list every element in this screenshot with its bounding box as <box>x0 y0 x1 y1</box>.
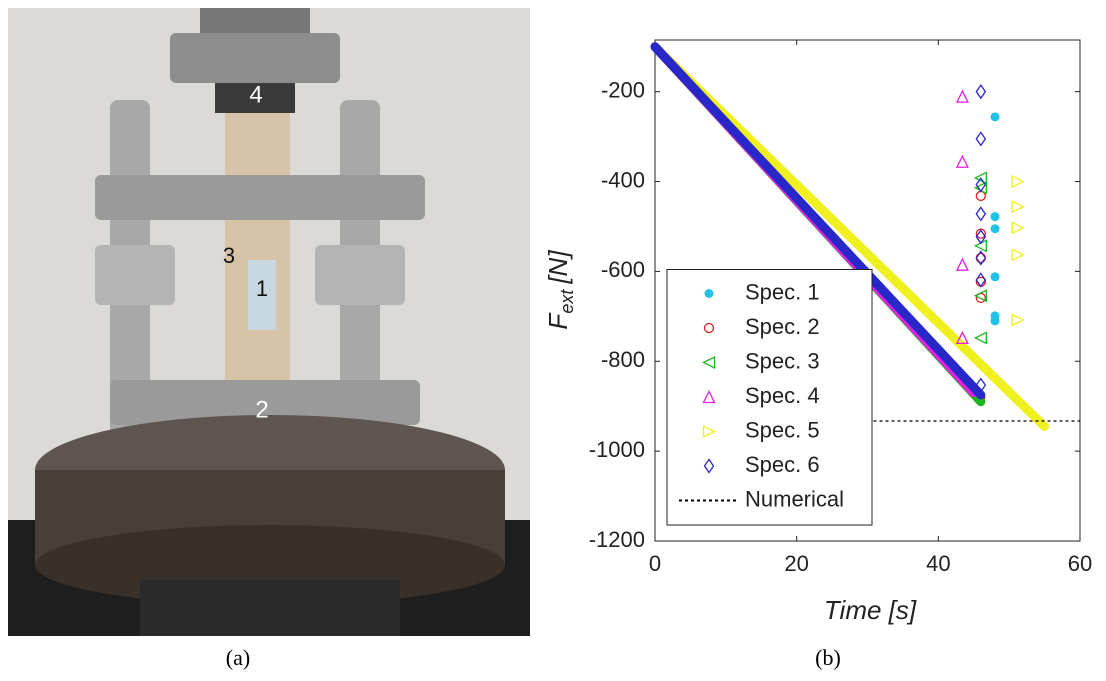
marker <box>955 154 969 168</box>
marker <box>990 212 1000 222</box>
marker <box>1011 248 1025 262</box>
y-axis-label-main: F <box>543 312 573 330</box>
caption: (b) <box>815 645 841 670</box>
legend-swatch <box>702 355 716 370</box>
marker <box>975 272 987 288</box>
y-tick-label: -1000 <box>589 437 645 462</box>
marker <box>973 171 987 185</box>
marker <box>955 257 969 271</box>
photo-label: 3 <box>223 243 235 268</box>
marker <box>990 316 1000 326</box>
x-tick-label: 40 <box>926 551 950 576</box>
marker <box>975 177 987 193</box>
x-axis-label: Time [s] <box>824 595 917 625</box>
marker <box>975 229 987 245</box>
marker <box>975 84 987 100</box>
marker <box>1011 313 1025 327</box>
marker <box>975 250 987 266</box>
marker <box>975 228 986 239</box>
legend-label: Spec. 3 <box>745 348 820 373</box>
legend-swatch <box>703 458 715 474</box>
y-tick-label: -800 <box>601 347 645 372</box>
marker <box>973 289 987 303</box>
x-tick-label: 60 <box>1068 551 1092 576</box>
data-line <box>650 42 986 400</box>
legend-swatch <box>702 424 716 439</box>
marker <box>975 377 987 393</box>
caption: (a) <box>226 645 250 670</box>
photo-label: 1 <box>256 276 268 301</box>
y-axis-label-sub: ext <box>557 289 577 314</box>
legend-label: Spec. 2 <box>745 314 820 339</box>
photo-label: 2 <box>255 396 268 423</box>
legend-swatch <box>702 390 716 404</box>
legend-label: Spec. 5 <box>745 417 820 442</box>
legend-swatch <box>703 322 715 334</box>
marker <box>955 330 969 345</box>
marker <box>975 131 987 147</box>
y-tick-label: -1200 <box>589 527 645 552</box>
photo-label: 4 <box>249 81 262 108</box>
legend-label: Spec. 4 <box>745 383 820 408</box>
marker <box>1011 200 1025 214</box>
y-tick-label: -400 <box>601 167 645 192</box>
marker <box>975 206 987 222</box>
y-tick-label: -600 <box>601 257 645 282</box>
y-axis-label: Fext [N] <box>543 250 577 330</box>
x-tick-label: 0 <box>649 551 661 576</box>
photo: 4 3 1 2 <box>8 8 530 636</box>
marker <box>973 331 987 345</box>
marker <box>990 272 1000 282</box>
legend-swatch <box>704 289 714 298</box>
marker <box>1011 221 1025 235</box>
y-tick-label: -200 <box>601 77 645 102</box>
legend-label: Spec. 1 <box>745 279 820 304</box>
marker <box>990 112 1000 122</box>
legend-box <box>666 269 873 526</box>
x-tick-label: 20 <box>784 551 808 576</box>
marker <box>955 89 969 103</box>
legend-label: Spec. 6 <box>745 452 820 477</box>
legend-label: Numerical <box>745 486 844 511</box>
marker <box>990 224 1000 234</box>
marker <box>1011 174 1025 189</box>
y-axis-label-unit: [N] <box>543 250 573 285</box>
